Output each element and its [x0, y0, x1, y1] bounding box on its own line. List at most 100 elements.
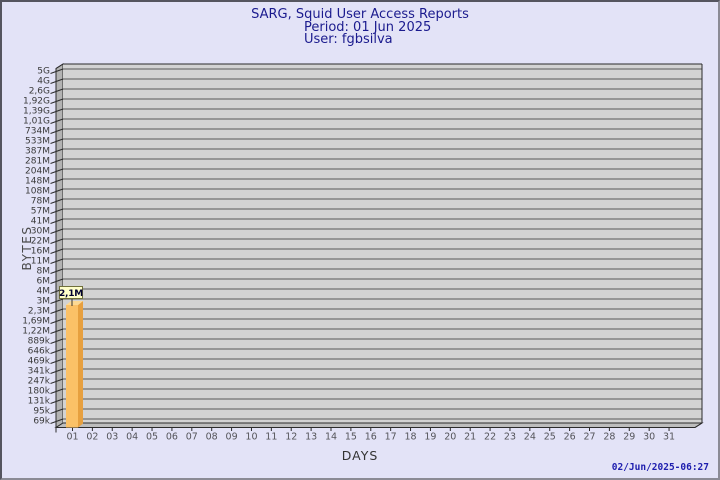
y-tick-label: 204M: [25, 167, 50, 177]
x-tick-label: 25: [544, 432, 556, 443]
y-tick-label: 1,01G: [23, 117, 50, 127]
plot-edge-corner: [694, 422, 703, 428]
y-tick: [50, 238, 64, 244]
x-tick-label: 29: [623, 432, 635, 443]
x-tick-label: 31: [663, 432, 675, 443]
x-tick-label: 23: [504, 432, 516, 443]
y-tick-label: 4G: [37, 77, 50, 87]
y-tick: [50, 358, 64, 364]
y-tick: [50, 418, 64, 424]
x-tick-label: 28: [603, 432, 615, 443]
value-label-box: [59, 286, 83, 299]
y-tick-label: 2,3M: [28, 307, 50, 317]
y-tick: [50, 78, 64, 84]
x-tick-label: 13: [305, 432, 317, 443]
y-tick-label: 57M: [31, 207, 50, 217]
y-tick: [50, 398, 64, 404]
x-tick-label: 16: [365, 432, 377, 443]
y-tick-label: 78M: [31, 197, 50, 207]
y-tick-label: 533M: [25, 137, 50, 147]
x-tick-label: 05: [146, 432, 158, 443]
y-tick: [50, 298, 64, 304]
y-tick: [50, 208, 64, 214]
x-tick-label: 09: [226, 432, 238, 443]
y-tick-label: 180k: [28, 387, 51, 397]
chart-left-wall: [55, 63, 64, 429]
y-tick-label: 1,39G: [23, 107, 50, 117]
bar-side-face: [78, 301, 83, 428]
y-tick-label: 281M: [25, 157, 50, 167]
y-tick: [50, 158, 64, 164]
y-tick: [50, 308, 64, 314]
x-tick-label: 18: [404, 432, 416, 443]
y-tick: [50, 338, 64, 344]
bar-top-face: [66, 301, 83, 305]
y-tick: [50, 228, 64, 234]
x-tick-label: 07: [186, 432, 198, 443]
y-tick-label: 6M: [37, 277, 51, 287]
y-tick-label: 646k: [28, 347, 51, 357]
y-tick: [50, 408, 64, 414]
y-tick-label: 11M: [31, 257, 50, 267]
y-tick: [50, 138, 64, 144]
chart-plot-area: [63, 64, 702, 423]
y-tick: [50, 188, 64, 194]
y-tick-label: 131k: [28, 397, 51, 407]
y-tick: [50, 248, 64, 254]
y-tick: [50, 68, 64, 74]
x-tick-label: 21: [464, 432, 476, 443]
x-tick-label: 12: [285, 432, 297, 443]
x-tick-label: 03: [106, 432, 118, 443]
y-tick: [50, 378, 64, 384]
y-tick: [50, 268, 64, 274]
x-tick-label: 06: [166, 432, 178, 443]
y-tick: [50, 348, 64, 354]
x-tick-label: 30: [643, 432, 655, 443]
y-tick-label: 4M: [37, 287, 51, 297]
x-tick-label: 10: [245, 432, 257, 443]
y-tick-label: 3M: [37, 297, 51, 307]
chart-title: SARG, Squid User Access Reports: [251, 7, 469, 22]
chart-floor: [54, 422, 704, 428]
y-tick-label: 247k: [28, 377, 51, 387]
x-tick-label: 04: [126, 432, 138, 443]
y-tick-label: 2,6G: [29, 87, 50, 97]
bar-front-face: [66, 305, 78, 428]
y-tick-label: 41M: [31, 217, 50, 227]
x-tick-label: 20: [444, 432, 456, 443]
chart-period-subtitle: Period: 01 Jun 2025: [304, 20, 432, 35]
y-axis-title: BYTES: [20, 225, 34, 271]
y-tick: [50, 118, 64, 124]
x-tick-label: 11: [265, 432, 277, 443]
y-tick: [50, 168, 64, 174]
x-tick-label: 22: [484, 432, 496, 443]
chart-user-subtitle: User: fgbsilva: [304, 32, 393, 47]
y-tick-label: 889k: [28, 337, 51, 347]
y-tick-label: 30M: [31, 227, 50, 237]
y-tick-label: 148M: [25, 177, 50, 187]
y-tick: [50, 368, 64, 374]
y-tick: [50, 98, 64, 104]
wall-edge-top: [55, 63, 64, 69]
y-tick: [50, 388, 64, 394]
y-tick-label: 69k: [33, 417, 50, 427]
x-tick-label: 19: [424, 432, 436, 443]
y-tick-label: 108M: [25, 187, 50, 197]
y-tick-label: 341k: [28, 367, 51, 377]
y-tick: [50, 278, 64, 284]
y-tick-label: 8M: [37, 267, 51, 277]
y-tick: [50, 198, 64, 204]
x-tick-label: 26: [564, 432, 576, 443]
x-axis-title: DAYS: [341, 448, 379, 463]
report-timestamp: 02/Jun/2025-06:27: [611, 462, 709, 473]
x-tick-label: 08: [206, 432, 218, 443]
y-tick: [50, 108, 64, 114]
y-tick: [50, 148, 64, 154]
x-tick-label: 27: [583, 432, 595, 443]
y-tick-label: 1,69M: [22, 317, 50, 327]
y-tick-label: 734M: [25, 127, 50, 137]
y-tick-label: 387M: [25, 147, 50, 157]
x-tick-label: 24: [524, 432, 536, 443]
